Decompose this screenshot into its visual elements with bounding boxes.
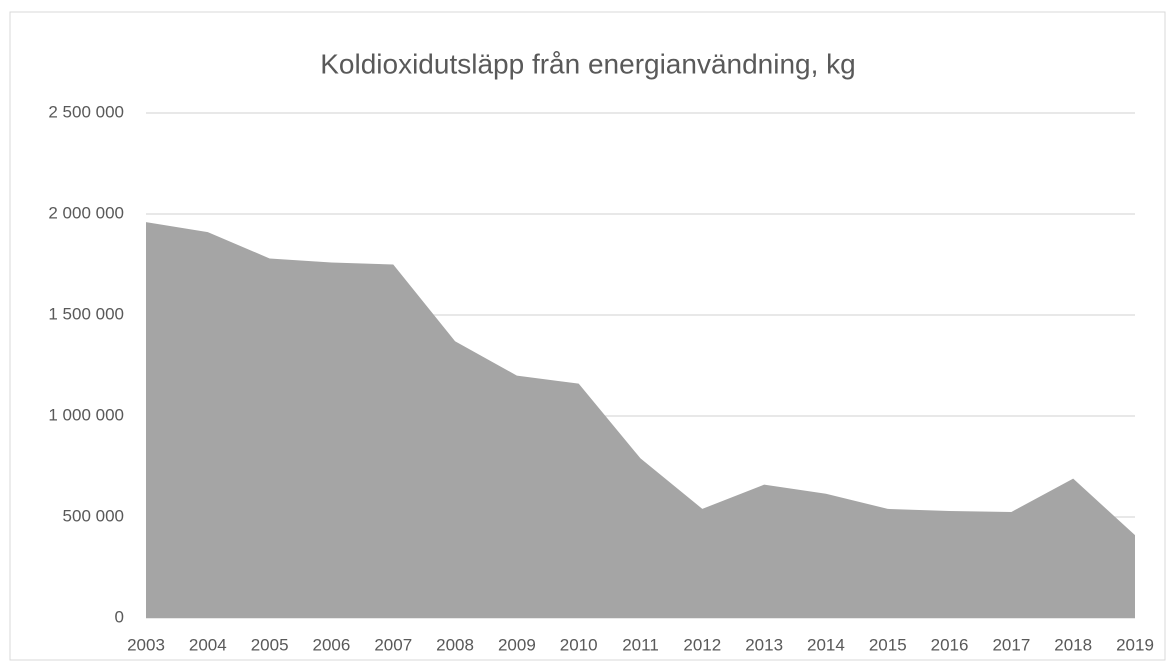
x-tick-label: 2019 — [1116, 635, 1154, 654]
x-tick-label: 2017 — [992, 635, 1030, 654]
y-tick-label: 2 000 000 — [48, 203, 124, 222]
y-tick-label: 2 500 000 — [48, 102, 124, 121]
x-tick-label: 2005 — [251, 635, 289, 654]
x-tick-label: 2006 — [313, 635, 351, 654]
y-tick-label: 0 — [115, 607, 124, 626]
chart-title: Koldioxidutsläpp från energianvändning, … — [320, 48, 856, 79]
x-tick-label: 2015 — [869, 635, 907, 654]
x-tick-label: 2003 — [127, 635, 165, 654]
x-tick-label: 2011 — [622, 635, 659, 654]
y-tick-label: 1 000 000 — [48, 405, 124, 424]
x-tick-label: 2013 — [745, 635, 783, 654]
x-tick-label: 2016 — [931, 635, 969, 654]
x-tick-label: 2008 — [436, 635, 474, 654]
x-tick-label: 2004 — [189, 635, 227, 654]
y-tick-label: 500 000 — [63, 506, 124, 525]
x-tick-label: 2018 — [1054, 635, 1092, 654]
x-tick-label: 2012 — [683, 635, 721, 654]
x-tick-label: 2009 — [498, 635, 536, 654]
area — [146, 222, 1135, 618]
x-tick-label: 2014 — [807, 635, 845, 654]
y-tick-label: 1 500 000 — [48, 304, 124, 323]
x-tick-label: 2010 — [560, 635, 598, 654]
x-tick-label: 2007 — [374, 635, 412, 654]
